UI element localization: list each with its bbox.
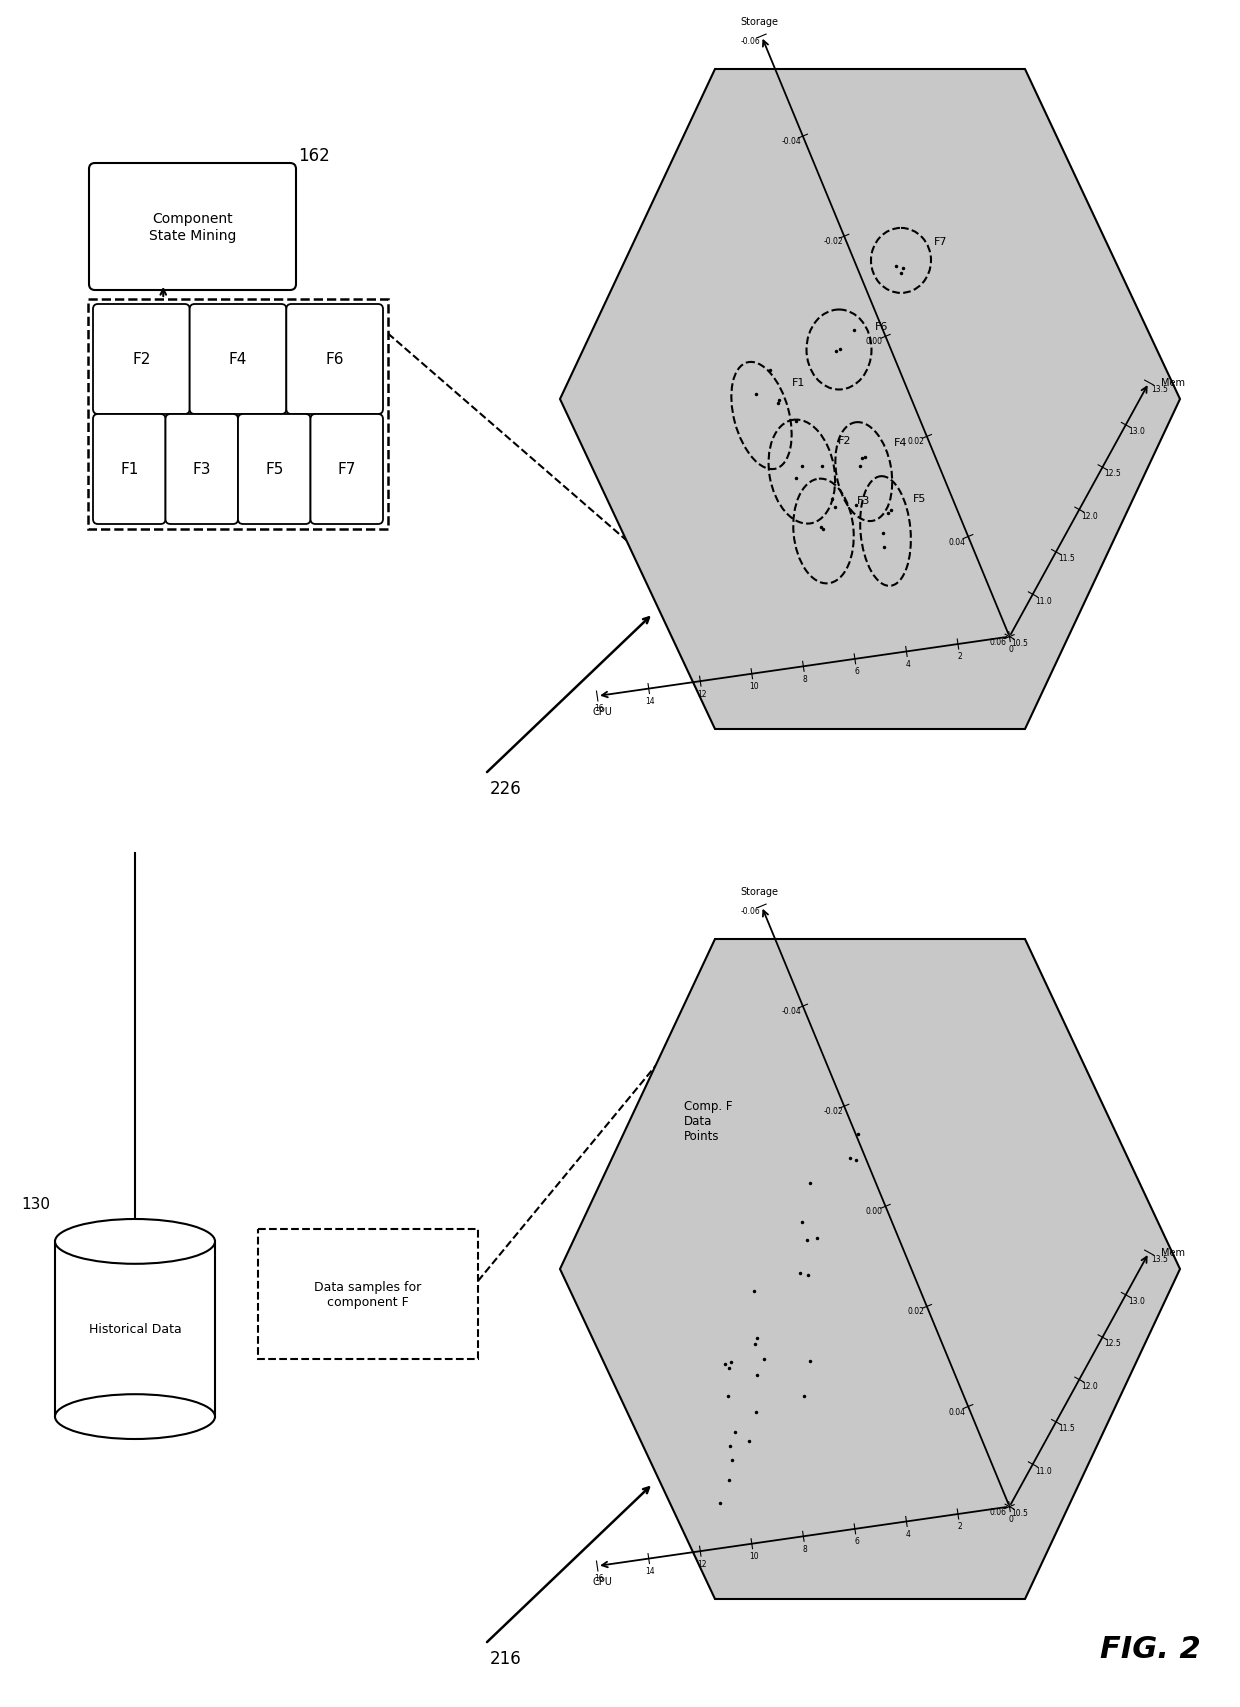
Text: F5: F5 (913, 493, 926, 504)
Polygon shape (55, 1241, 215, 1417)
Text: F1: F1 (792, 379, 805, 387)
Text: F7: F7 (337, 463, 356, 478)
Text: 10.5: 10.5 (1012, 1507, 1028, 1518)
Text: 12: 12 (697, 690, 707, 698)
Text: Historical Data: Historical Data (88, 1323, 181, 1335)
Text: 6: 6 (854, 667, 859, 676)
FancyBboxPatch shape (88, 300, 388, 529)
FancyBboxPatch shape (93, 415, 165, 524)
Text: F4: F4 (894, 437, 908, 447)
Text: F3: F3 (192, 463, 211, 478)
Text: 13.5: 13.5 (1151, 384, 1168, 394)
Text: Storage: Storage (740, 17, 779, 27)
Ellipse shape (55, 1395, 215, 1439)
Text: 4: 4 (905, 1529, 910, 1538)
Text: CPU: CPU (593, 1576, 613, 1586)
Text: 14: 14 (646, 1565, 655, 1576)
Text: F6: F6 (874, 321, 888, 331)
Text: -0.06: -0.06 (740, 906, 760, 915)
Text: 11.5: 11.5 (1058, 1424, 1075, 1432)
Text: 13.5: 13.5 (1151, 1255, 1168, 1263)
Text: 130: 130 (21, 1197, 50, 1212)
Text: F5: F5 (265, 463, 284, 478)
Text: F6: F6 (325, 352, 343, 367)
Text: F7: F7 (934, 237, 947, 248)
Text: 216: 216 (490, 1649, 522, 1668)
Text: Data samples for
component F: Data samples for component F (315, 1280, 422, 1308)
Text: 11.0: 11.0 (1035, 1466, 1052, 1475)
Text: 0.04: 0.04 (949, 1407, 966, 1415)
FancyBboxPatch shape (190, 306, 286, 415)
Polygon shape (560, 70, 1180, 729)
Text: -0.04: -0.04 (782, 137, 801, 147)
Text: F3: F3 (857, 495, 870, 505)
FancyBboxPatch shape (310, 415, 383, 524)
Text: 226: 226 (490, 780, 522, 797)
Text: 2: 2 (957, 1521, 962, 1531)
Text: 162: 162 (298, 147, 330, 166)
FancyBboxPatch shape (238, 415, 310, 524)
Text: Mem: Mem (1161, 1248, 1185, 1258)
Text: 13.0: 13.0 (1128, 1296, 1145, 1306)
Text: CPU: CPU (593, 707, 613, 717)
Polygon shape (560, 939, 1180, 1599)
Text: Comp. F
Data
Points: Comp. F Data Points (684, 1099, 733, 1142)
Text: F4: F4 (229, 352, 247, 367)
Text: 2: 2 (957, 652, 962, 661)
Text: 10: 10 (749, 1552, 759, 1560)
Text: F2: F2 (133, 352, 150, 367)
Text: 13.0: 13.0 (1128, 427, 1145, 435)
Text: 0: 0 (1009, 645, 1013, 654)
Text: 4: 4 (905, 659, 910, 669)
Text: 16: 16 (594, 1574, 604, 1582)
Text: 0.06: 0.06 (990, 637, 1007, 647)
Text: FIG. 2: FIG. 2 (1100, 1635, 1200, 1664)
Text: -0.02: -0.02 (823, 1106, 843, 1116)
Text: 0.00: 0.00 (866, 1207, 883, 1215)
Text: Component
State Mining: Component State Mining (149, 212, 236, 242)
FancyBboxPatch shape (89, 164, 296, 290)
FancyBboxPatch shape (286, 306, 383, 415)
Text: 11.5: 11.5 (1058, 553, 1075, 563)
FancyBboxPatch shape (93, 306, 190, 415)
Text: 0.00: 0.00 (866, 338, 883, 347)
Text: -0.04: -0.04 (782, 1007, 801, 1016)
Text: 0: 0 (1009, 1514, 1013, 1523)
Text: 12.5: 12.5 (1105, 1338, 1121, 1349)
Text: 10: 10 (749, 681, 759, 691)
Text: 8: 8 (802, 674, 807, 683)
Ellipse shape (55, 1219, 215, 1265)
Text: 12: 12 (697, 1558, 707, 1567)
Text: 0.02: 0.02 (908, 1308, 924, 1316)
Text: 12.0: 12.0 (1081, 1381, 1099, 1389)
Text: 0.04: 0.04 (949, 538, 966, 546)
Text: 0.06: 0.06 (990, 1507, 1007, 1516)
Text: 12.5: 12.5 (1105, 469, 1121, 478)
Text: 6: 6 (854, 1536, 859, 1545)
FancyBboxPatch shape (165, 415, 238, 524)
Text: 0.02: 0.02 (908, 437, 924, 446)
Text: 14: 14 (646, 696, 655, 705)
Text: 16: 16 (594, 703, 604, 714)
Text: F1: F1 (120, 463, 139, 478)
Text: 8: 8 (802, 1543, 807, 1553)
Text: -0.06: -0.06 (740, 38, 760, 46)
Text: Mem: Mem (1161, 379, 1185, 387)
Text: 10.5: 10.5 (1012, 638, 1028, 647)
Text: -0.02: -0.02 (823, 237, 843, 246)
Text: 11.0: 11.0 (1035, 596, 1052, 606)
Text: F2: F2 (837, 435, 851, 446)
Text: Storage: Storage (740, 886, 779, 896)
FancyBboxPatch shape (258, 1229, 477, 1359)
Text: 12.0: 12.0 (1081, 512, 1099, 521)
